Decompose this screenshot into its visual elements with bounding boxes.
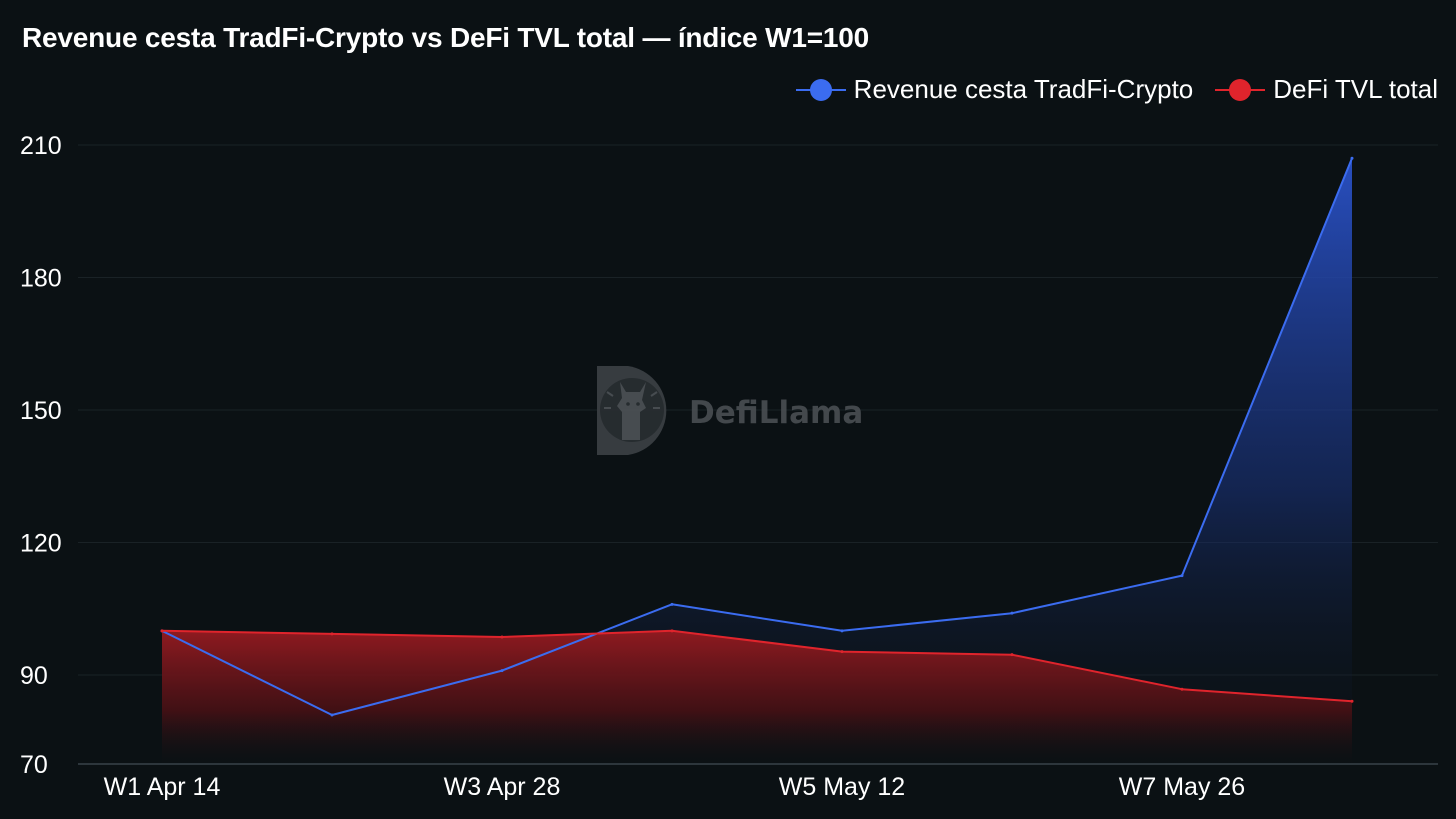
legend-label-revenue: Revenue cesta TradFi-Crypto xyxy=(853,74,1194,104)
legend-swatch-tvl xyxy=(1215,75,1266,105)
chart-title: Revenue cesta TradFi-Crypto vs DeFi TVL … xyxy=(22,22,869,53)
data-point-tvl xyxy=(670,629,674,633)
series-lines xyxy=(160,156,1354,717)
data-point-tvl xyxy=(1350,699,1354,703)
y-tick-label: 120 xyxy=(20,530,62,558)
defillama-logo-icon xyxy=(597,366,667,455)
y-tick-label: 180 xyxy=(20,265,62,293)
data-point-revenue xyxy=(1010,611,1014,615)
y-tick-label: 70 xyxy=(20,751,48,779)
data-point-revenue xyxy=(840,629,844,633)
legend-item-revenue[interactable]: Revenue cesta TradFi-Crypto xyxy=(795,74,1194,105)
axes: 70 90 120 150 180 210 W1 Apr 14 W3 Apr 28 W5 May… xyxy=(20,132,1438,801)
series-area-revenue xyxy=(162,158,1352,765)
legend-label-tvl: DeFi TVL total xyxy=(1273,74,1438,104)
y-tick-label: 210 xyxy=(20,132,62,160)
data-point-tvl xyxy=(500,635,504,639)
series-line-tvl xyxy=(161,629,1353,703)
x-tick-label: W7 May 26 xyxy=(1119,773,1245,801)
x-tick-label: W5 May 12 xyxy=(779,773,905,801)
data-point-revenue xyxy=(1350,156,1354,160)
legend-dot-revenue xyxy=(809,78,832,101)
x-tick-label: W1 Apr 14 xyxy=(104,773,221,801)
chart-legend: Revenue cesta TradFi-Crypto DeFi TVL tot… xyxy=(774,74,1438,105)
data-point-tvl xyxy=(1180,687,1184,691)
data-point-revenue xyxy=(670,602,674,606)
legend-swatch-revenue xyxy=(795,75,846,105)
watermark: DefiLlama xyxy=(597,366,863,455)
legend-item-tvl[interactable]: DeFi TVL total xyxy=(1215,74,1438,105)
watermark-text: DefiLlama xyxy=(689,395,863,431)
data-point-tvl xyxy=(330,632,334,636)
series-line-revenue xyxy=(161,157,1353,716)
y-tick-label: 150 xyxy=(20,397,62,425)
data-point-revenue xyxy=(1180,574,1184,578)
series-areas xyxy=(162,158,1352,765)
legend-dot-tvl xyxy=(1229,78,1252,101)
y-tick-label: 90 xyxy=(20,662,48,690)
data-point-tvl xyxy=(160,629,164,633)
data-point-revenue xyxy=(330,713,334,717)
data-point-revenue xyxy=(500,669,504,673)
x-tick-label: W3 Apr 28 xyxy=(444,773,561,801)
data-point-tvl xyxy=(1010,653,1014,657)
data-point-tvl xyxy=(840,650,844,654)
